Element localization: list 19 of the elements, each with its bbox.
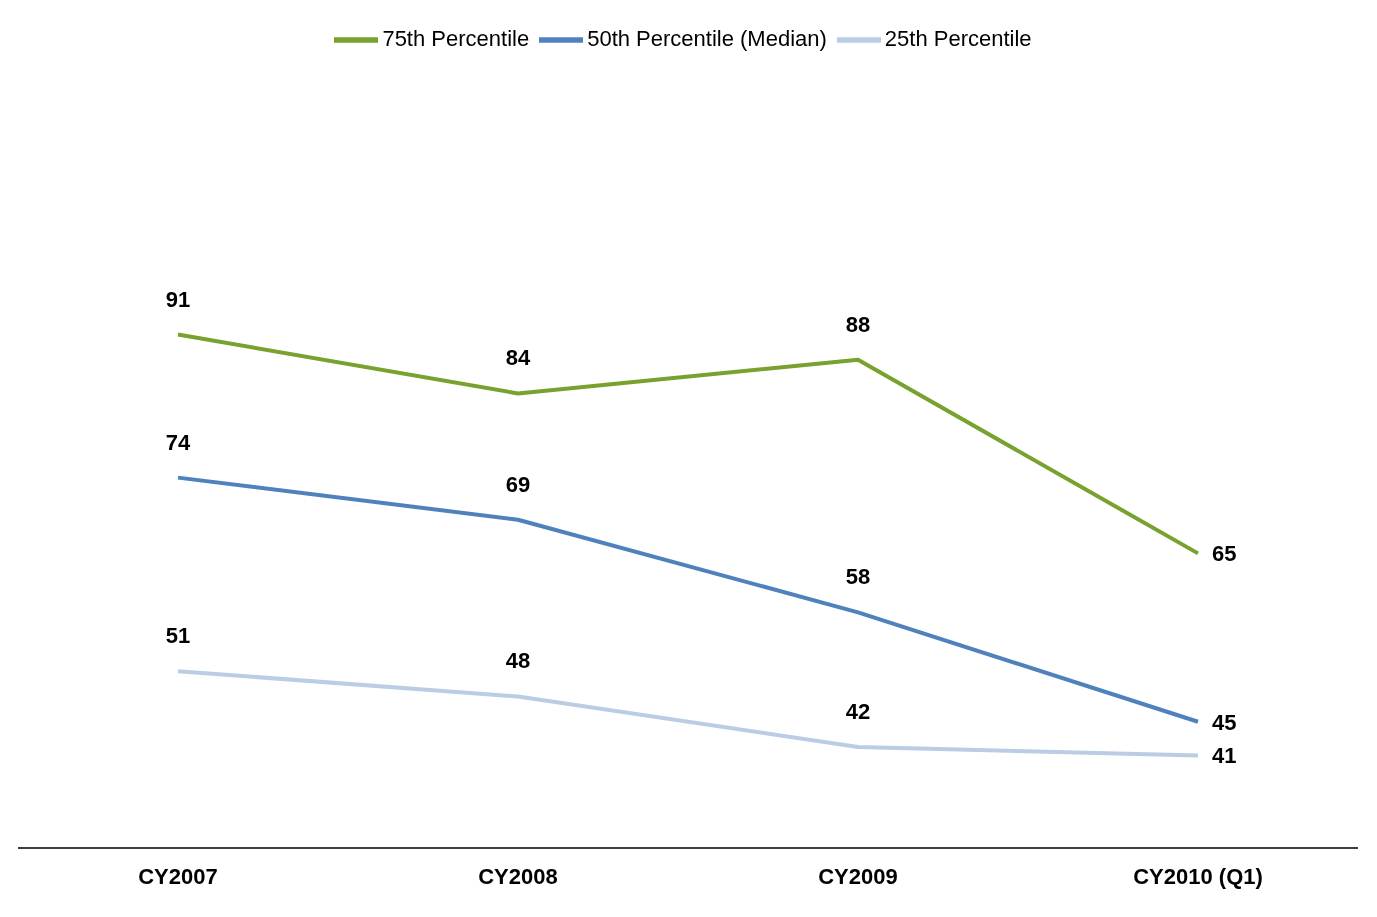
x-tick-label: CY2009 [818, 863, 898, 889]
data-label: 58 [845, 564, 871, 590]
data-label: 91 [165, 286, 191, 312]
data-label: 42 [845, 698, 871, 724]
legend-label: 75th Percentile [382, 25, 530, 51]
data-label: 41 [1212, 743, 1237, 769]
data-label: 48 [505, 648, 531, 674]
data-label: 69 [505, 471, 531, 497]
legend-label: 50th Percentile (Median) [587, 25, 827, 51]
data-label: 65 [1212, 541, 1237, 567]
x-tick-label: CY2008 [478, 863, 558, 889]
data-label: 84 [505, 345, 531, 371]
data-label: 74 [165, 429, 191, 455]
data-label: 88 [845, 311, 871, 337]
legend-label: 25th Percentile [884, 25, 1032, 51]
x-tick-label: CY2007 [138, 863, 218, 889]
data-label: 45 [1212, 709, 1237, 735]
x-tick-label: CY2010 (Q1) [1133, 863, 1263, 889]
data-label: 51 [165, 623, 191, 649]
